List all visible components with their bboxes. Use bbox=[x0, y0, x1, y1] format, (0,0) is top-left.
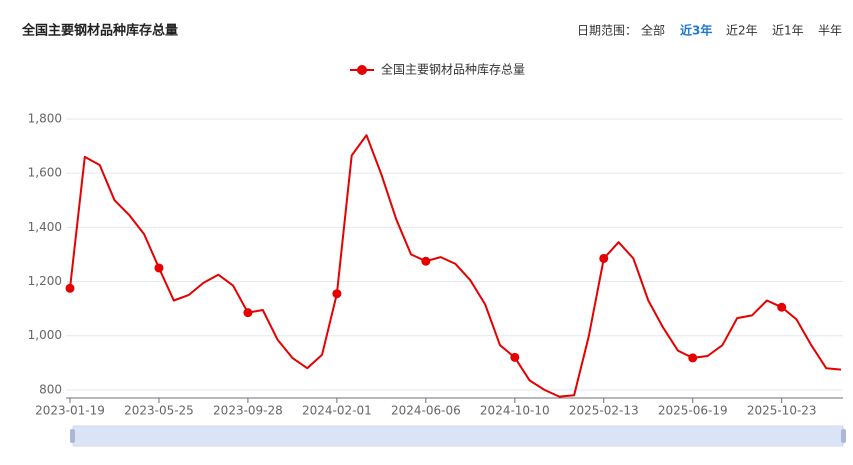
x-tick-label: 2024-06-06 bbox=[391, 404, 461, 418]
y-tick-label: 1,600 bbox=[28, 166, 62, 180]
point-marker bbox=[154, 263, 164, 273]
chart-title: 全国主要钢材品种库存总量 bbox=[21, 23, 178, 39]
zoom-window[interactable] bbox=[73, 426, 843, 446]
range-selector: 全部 近3年 近2年 近1年 半年 bbox=[641, 23, 842, 38]
range-option[interactable]: 全部 bbox=[641, 23, 665, 38]
y-tick-label: 1,200 bbox=[28, 274, 62, 288]
legend-marker bbox=[357, 65, 367, 75]
point-marker bbox=[510, 352, 520, 362]
y-tick-label: 1,800 bbox=[28, 111, 62, 125]
zoom-handle[interactable] bbox=[70, 429, 75, 443]
legend-label: 全国主要钢材品种库存总量 bbox=[381, 62, 525, 77]
point-marker bbox=[599, 253, 609, 263]
x-tick-label: 2024-02-01 bbox=[302, 404, 372, 418]
line bbox=[69, 134, 842, 398]
x-tick-label: 2025-06-19 bbox=[658, 404, 728, 418]
x-tick-label: 2023-09-28 bbox=[213, 404, 283, 418]
point-marker bbox=[243, 308, 253, 318]
range-option[interactable]: 近2年 bbox=[726, 24, 758, 38]
range-option[interactable]: 近3年 bbox=[680, 23, 712, 38]
range-option[interactable]: 近1年 bbox=[772, 24, 804, 38]
data-zoom[interactable] bbox=[70, 425, 846, 447]
zoom-handle[interactable] bbox=[841, 429, 846, 443]
point-marker bbox=[65, 283, 75, 293]
point-marker bbox=[421, 256, 431, 266]
x-tick-label: 2023-05-25 bbox=[124, 404, 194, 418]
x-tick-label: 2025-02-13 bbox=[569, 404, 639, 418]
x-tick-label: 2024-10-10 bbox=[480, 404, 550, 418]
y-tick-label: 1,400 bbox=[28, 220, 62, 234]
point-marker bbox=[777, 302, 787, 312]
range-option[interactable]: 半年 bbox=[818, 24, 842, 38]
point-marker bbox=[688, 353, 698, 363]
y-tick-label: 800 bbox=[39, 382, 62, 396]
x-tick-label: 2023-01-19 bbox=[35, 404, 105, 418]
y-tick-label: 1,000 bbox=[28, 328, 62, 342]
range-label: 日期范围： bbox=[577, 24, 637, 38]
point-marker bbox=[332, 289, 342, 299]
x-tick-label: 2025-10-23 bbox=[747, 404, 817, 418]
